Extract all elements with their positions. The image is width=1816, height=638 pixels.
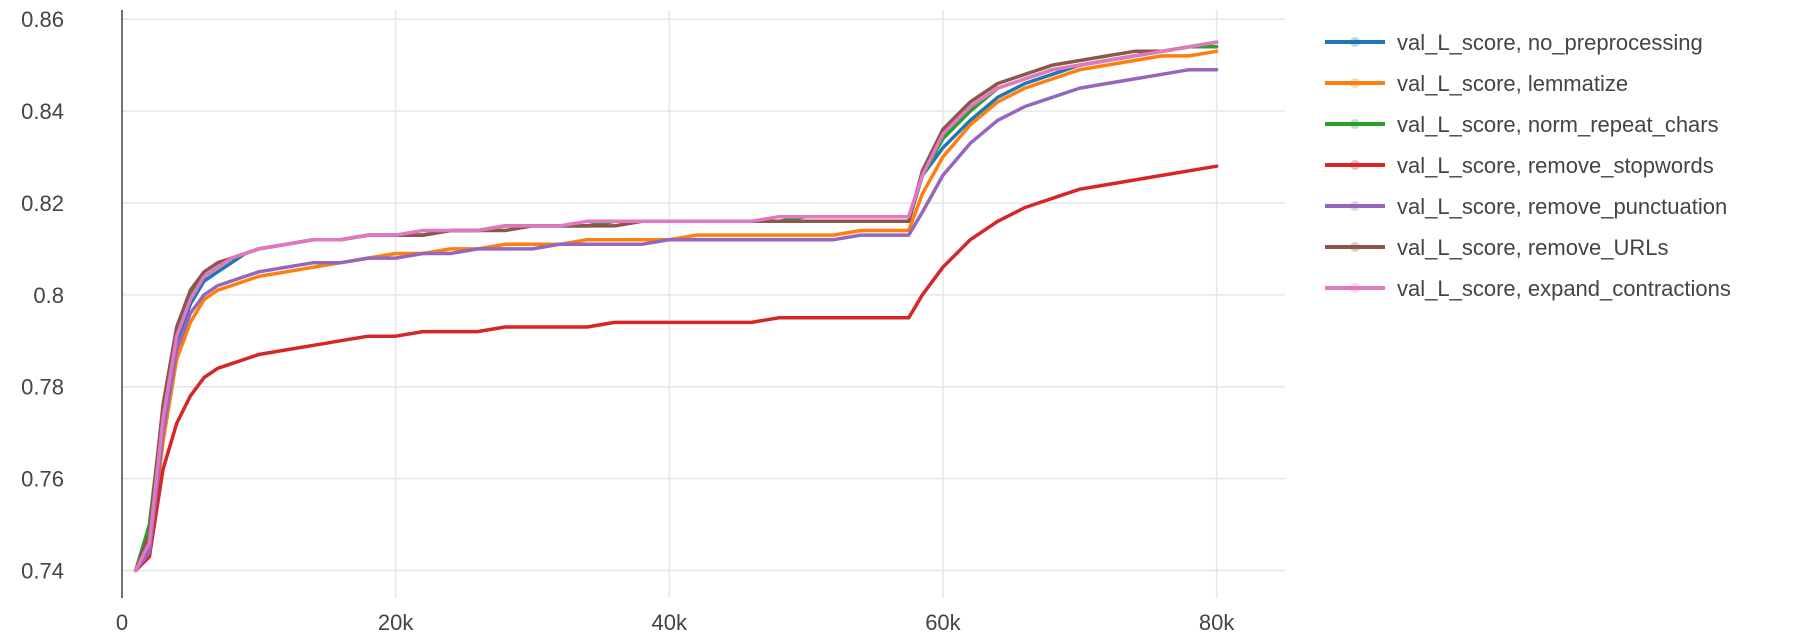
series-line-4 bbox=[133, 67, 1219, 573]
series-line-6 bbox=[133, 40, 1219, 573]
y-tick-label: 0.86 bbox=[21, 7, 64, 32]
legend-item[interactable]: val_L_score, remove_URLs bbox=[1325, 235, 1668, 260]
legend-item[interactable]: val_L_score, norm_repeat_chars bbox=[1325, 112, 1719, 137]
legend-marker bbox=[1350, 119, 1360, 129]
legend-item[interactable]: val_L_score, lemmatize bbox=[1325, 71, 1628, 96]
legend[interactable]: val_L_score, no_preprocessing val_L_score… bbox=[1325, 30, 1731, 301]
series-line-2 bbox=[133, 45, 1219, 573]
y-tick-label: 0.76 bbox=[21, 467, 64, 492]
legend-label: val_L_score, no_preprocessing bbox=[1397, 30, 1703, 55]
series-line-3 bbox=[133, 164, 1219, 573]
legend-item[interactable]: val_L_score, remove_punctuation bbox=[1325, 194, 1727, 219]
legend-label: val_L_score, remove_stopwords bbox=[1397, 153, 1714, 178]
legend-marker bbox=[1350, 78, 1360, 88]
legend-item[interactable]: val_L_score, expand_contractions bbox=[1325, 276, 1731, 301]
legend-marker bbox=[1350, 160, 1360, 170]
series-lines bbox=[133, 40, 1219, 573]
x-tick-label: 40k bbox=[652, 610, 688, 635]
gridlines bbox=[122, 10, 1285, 598]
legend-label: val_L_score, expand_contractions bbox=[1397, 276, 1731, 301]
legend-marker bbox=[1350, 242, 1360, 252]
y-tick-label: 0.74 bbox=[21, 558, 64, 583]
y-tick-label: 0.84 bbox=[21, 99, 64, 124]
series-line-5 bbox=[133, 40, 1219, 573]
x-tick-label: 60k bbox=[925, 610, 961, 635]
legend-label: val_L_score, norm_repeat_chars bbox=[1397, 112, 1719, 137]
y-tick-label: 0.8 bbox=[33, 283, 64, 308]
y-axis-ticks: 0.74 0.76 0.78 0.8 0.82 0.84 0.86 bbox=[21, 7, 64, 583]
legend-marker bbox=[1350, 283, 1360, 293]
y-tick-label: 0.82 bbox=[21, 191, 64, 216]
legend-label: val_L_score, remove_punctuation bbox=[1397, 194, 1727, 219]
y-tick-label: 0.78 bbox=[21, 375, 64, 400]
legend-marker bbox=[1350, 201, 1360, 211]
x-axis-ticks: 0 20k 40k 60k 80k bbox=[116, 610, 1235, 635]
x-tick-label: 80k bbox=[1199, 610, 1235, 635]
x-tick-label: 20k bbox=[378, 610, 414, 635]
series-line-0 bbox=[133, 40, 1219, 573]
legend-label: val_L_score, lemmatize bbox=[1397, 71, 1628, 96]
legend-item[interactable]: val_L_score, no_preprocessing bbox=[1325, 30, 1703, 55]
legend-marker bbox=[1350, 37, 1360, 47]
legend-label: val_L_score, remove_URLs bbox=[1397, 235, 1668, 260]
legend-item[interactable]: val_L_score, remove_stopwords bbox=[1325, 153, 1714, 178]
x-tick-label: 0 bbox=[116, 610, 128, 635]
series-line-1 bbox=[133, 49, 1219, 573]
